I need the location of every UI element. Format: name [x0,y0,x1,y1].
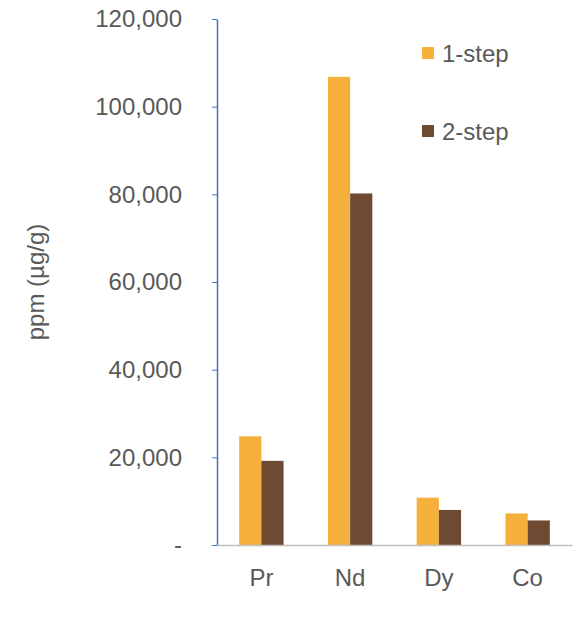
y-tick-label: 100,000 [95,93,182,120]
y-axis-title: ppm (µg/g) [22,224,49,341]
legend-swatch [422,125,434,137]
x-axis: Pr Nd Dy Co [218,545,573,591]
y-tick-mark [212,107,217,108]
y-tick: 100,000 [95,93,217,120]
bar [350,193,372,545]
bar [417,498,439,545]
y-tick-mark [212,545,217,546]
x-tick-label: Pr [249,564,273,591]
y-tick-label: - [174,531,182,558]
bar [528,520,550,545]
chart: - 20,000 40,000 60,000 80,000 100,000 120,000 P… [0,0,581,622]
y-tick-label: 60,000 [109,268,182,295]
legend-label: 1-step [442,40,509,67]
y-tick-mark [212,194,217,195]
bars [239,77,550,545]
series [261,193,549,545]
y-axis: - 20,000 40,000 60,000 80,000 100,000 120,000 [95,5,217,558]
bar [239,436,261,545]
y-tick-label: 20,000 [109,444,182,471]
y-tick-mark [212,370,217,371]
y-tick: 60,000 [109,268,217,295]
y-tick-label: 40,000 [109,356,182,383]
legend-item: 1-step [422,40,509,67]
x-tick: Co [512,545,543,591]
y-tick: 120,000 [95,5,217,32]
x-tick: Pr [249,545,273,591]
legend-label: 2-step [442,118,509,145]
y-tick: - [174,531,217,558]
y-tick-mark [212,282,217,283]
legend-swatch [422,47,434,59]
bar [439,510,461,545]
x-tick-label: Dy [424,564,453,591]
bar [328,77,350,545]
legend: 1-step 2-step [422,40,509,145]
y-tick: 40,000 [109,356,217,383]
x-axis-line [218,545,573,547]
y-tick-label: 120,000 [95,5,182,32]
bar [505,513,527,545]
y-tick-mark [212,19,217,20]
legend-item: 2-step [422,118,509,145]
x-tick-label: Nd [335,564,366,591]
x-tick: Dy [424,545,453,591]
x-tick-label: Co [512,564,543,591]
series [239,77,527,545]
plot: - 20,000 40,000 60,000 80,000 100,000 120,000 P… [95,5,572,591]
y-tick: 20,000 [109,444,217,471]
y-tick-mark [212,457,217,458]
y-tick: 80,000 [109,181,217,208]
bar [261,461,283,545]
y-tick-label: 80,000 [109,181,182,208]
x-tick: Nd [335,545,366,591]
